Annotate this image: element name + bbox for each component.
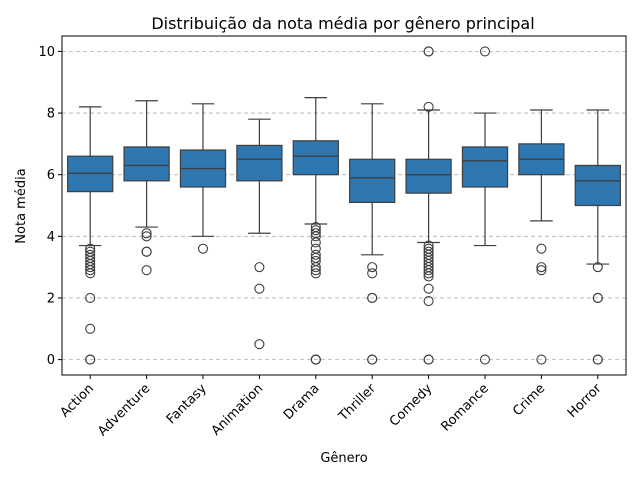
box-action [67, 106, 114, 365]
box-iqr [292, 140, 339, 176]
outlier-point [85, 262, 96, 273]
outlier-point [141, 265, 152, 276]
outlier-point [423, 265, 434, 276]
outlier-point [367, 354, 378, 365]
x-tick-label: Crime [510, 381, 548, 419]
outlier-point [197, 243, 209, 254]
outlier-point [536, 262, 547, 273]
outlier-point [85, 323, 96, 334]
outlier-point [479, 354, 491, 365]
outlier-point [592, 354, 603, 365]
box-iqr [574, 164, 621, 207]
x-tick-label: Action [58, 381, 97, 420]
outlier-point [423, 268, 434, 279]
y-tick-label: 4 [47, 230, 55, 245]
outlier-point [85, 354, 96, 365]
y-axis-label: Nota média [14, 168, 29, 243]
outlier-point [141, 246, 152, 257]
y-tick-label: 10 [38, 45, 55, 60]
box-romance [461, 46, 509, 365]
outlier-point [254, 262, 265, 273]
outlier-point [141, 228, 152, 239]
outlier-point [367, 292, 378, 304]
outlier-point [310, 265, 321, 276]
outlier-point [85, 265, 96, 276]
outlier-point [141, 231, 152, 242]
box-crime [518, 109, 565, 365]
box-animation [236, 118, 283, 350]
outlier-point [85, 292, 96, 304]
x-axis-label: Gênero [320, 451, 367, 466]
outlier-point [423, 354, 434, 365]
outlier-point [310, 354, 321, 365]
outlier-point [310, 262, 321, 273]
box-iqr [123, 146, 170, 182]
y-tick-label: 6 [47, 168, 55, 183]
box-series [67, 46, 621, 365]
outlier-point [310, 237, 321, 248]
box-iqr [67, 155, 114, 193]
outlier-point [536, 265, 547, 276]
x-tick-label: Thriller [335, 381, 379, 425]
box-comedy [405, 46, 452, 365]
outlier-point [536, 354, 547, 365]
plot-frame [61, 35, 627, 376]
box-iqr [461, 146, 509, 188]
box-horror [574, 109, 621, 365]
outlier-point [423, 271, 434, 282]
x-tick-label: Drama [281, 381, 323, 423]
outlier-point [479, 46, 491, 57]
x-tick-label: Romance [438, 381, 491, 434]
y-tick-label: 0 [47, 353, 55, 368]
chart-title: Distribuição da nota média por gênero pr… [151, 14, 534, 33]
box-adventure [123, 100, 170, 276]
box-iqr [349, 158, 396, 204]
outlier-point [367, 268, 378, 279]
y-axis: 0 2 4 6 8 10 [38, 45, 62, 368]
x-tick-label: Comedy [387, 381, 436, 430]
outlier-point [310, 231, 321, 242]
y-tick-label: 2 [47, 291, 55, 306]
x-tick-label: Fantasy [164, 381, 210, 427]
outlier-point [592, 262, 603, 273]
x-tick-label: Adventure [95, 381, 153, 439]
outlier-point [254, 283, 265, 294]
box-drama [292, 97, 339, 365]
box-thriller [349, 103, 396, 365]
outlier-point [592, 292, 603, 304]
x-tick-label: Animation [209, 381, 266, 438]
outlier-point [310, 268, 321, 279]
outlier-point [367, 262, 378, 273]
y-tick-label: 8 [47, 107, 55, 122]
outlier-point [423, 295, 434, 307]
box-iqr [405, 158, 452, 194]
box-iqr [236, 144, 283, 182]
outlier-point [536, 243, 547, 254]
outlier-point [310, 225, 321, 236]
outlier-point [423, 283, 434, 294]
outlier-point [85, 268, 96, 279]
outlier-point [254, 339, 265, 350]
outlier-point [423, 46, 434, 57]
box-fantasy [179, 103, 227, 254]
outlier-point [423, 101, 434, 112]
outlier-point [310, 249, 321, 260]
x-tick-label: Horror [565, 381, 605, 421]
